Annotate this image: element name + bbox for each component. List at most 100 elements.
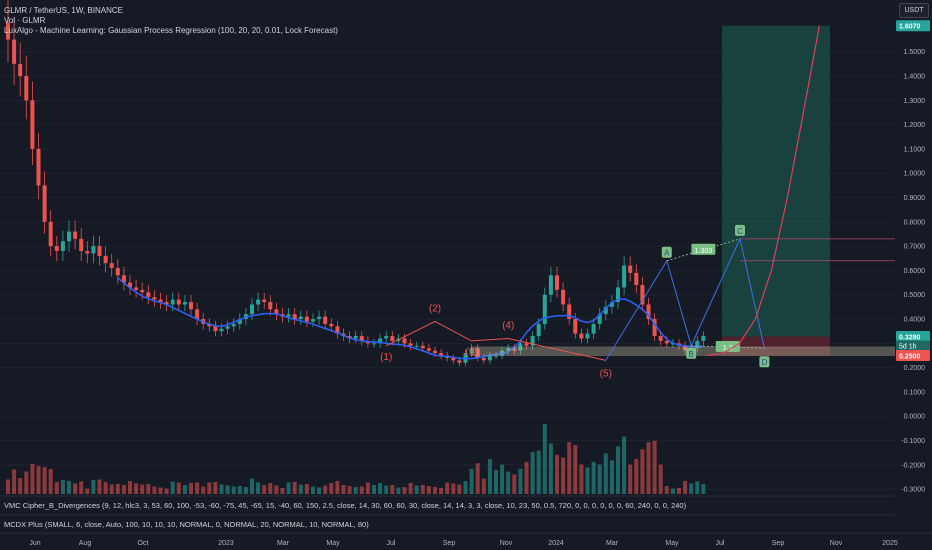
candle-body (664, 340, 669, 344)
volume-bar (408, 483, 413, 494)
time-axis[interactable]: Jun Aug Oct 2023 Mar May Jul Sep Nov 2024 Mar May Ju… (29, 540, 898, 547)
volume-bar (280, 488, 285, 494)
point-badge (661, 246, 672, 258)
current-price-tag-bg (896, 331, 930, 343)
volume-bar (512, 474, 517, 494)
volume-bar (176, 482, 181, 494)
candle-body (609, 302, 614, 307)
volume-bar (384, 485, 389, 494)
candle-body (323, 316, 328, 324)
candle-body (91, 246, 96, 254)
volume-bar (335, 481, 340, 494)
candle-body (518, 343, 523, 351)
candle-body (134, 287, 139, 290)
volume-bar (396, 487, 401, 494)
candle-body (640, 285, 645, 305)
vmc-indicator-label[interactable]: VMC Cipher_B_Divergences (9, 12, hlc3, 3… (4, 501, 687, 510)
wave-label: (1) (380, 352, 392, 363)
volume-bar (670, 488, 675, 494)
candle-body (475, 348, 480, 358)
candle-body (573, 319, 578, 334)
candle-body (347, 336, 352, 339)
time-tick-label: 2023 (218, 540, 234, 547)
candle-body (646, 304, 651, 320)
volume-bar (347, 486, 352, 494)
candle-body (329, 323, 334, 327)
target-price-tag-bg (896, 20, 930, 32)
time-tick-label: Nov (500, 540, 513, 547)
candle-body (426, 348, 431, 351)
volume-bar (262, 485, 267, 494)
candle-body (597, 314, 602, 324)
candle-body (658, 336, 663, 341)
candle-body (457, 360, 462, 363)
volume-bar (487, 459, 492, 494)
time-tick-label: Jun (29, 540, 40, 547)
candle-body (268, 302, 273, 310)
candle-body (402, 338, 407, 344)
volume-bar (243, 487, 248, 494)
candle-body (353, 336, 358, 339)
volume-legend[interactable]: Vol · GLMR (4, 16, 46, 25)
time-tick-label: Mar (606, 540, 619, 547)
countdown-bg (896, 340, 930, 351)
volume-bar (189, 483, 193, 494)
volume-bar (359, 486, 364, 494)
indicator-legend[interactable]: LuxAlgo - Machine Learning: Gaussian Pro… (4, 26, 338, 35)
candle-body (225, 326, 230, 329)
mcdx-indicator-label[interactable]: MCDX Plus (SMALL, 6, close, Auto, 100, 1… (4, 520, 369, 529)
candle-body (304, 316, 309, 322)
volume-bar (542, 424, 547, 494)
candle-body (500, 350, 505, 356)
volume-bar (420, 485, 425, 494)
candle-body (372, 343, 376, 345)
time-tick-label: May (665, 540, 679, 547)
volume-bar (573, 445, 578, 494)
currency-button[interactable]: USDT (899, 3, 929, 18)
candle-body (433, 350, 437, 354)
candle-body (73, 231, 78, 239)
volume-bar (500, 464, 505, 494)
volume-bar (237, 486, 242, 494)
candle-body (555, 275, 559, 290)
volume-bar (195, 482, 200, 494)
volume-bar (561, 457, 566, 494)
candle-body (30, 100, 35, 149)
volume-bar (274, 485, 279, 494)
volume-bar (286, 482, 291, 494)
candle-body (451, 357, 456, 361)
volume-bar (378, 483, 383, 494)
volume-bar (372, 485, 376, 494)
volume-bar (585, 467, 590, 494)
candle-body (213, 326, 218, 332)
volume-bar (555, 454, 559, 494)
volume-bar (634, 459, 639, 494)
candle-body (60, 241, 65, 251)
volume-bar (402, 487, 407, 494)
candle-body (36, 148, 41, 186)
volume-bars (6, 424, 706, 494)
harmonic-point-labels: A B C D (661, 224, 770, 368)
volume-bar (701, 484, 706, 494)
price-tick-label: -0.1000 (901, 438, 925, 445)
candle-body (250, 304, 254, 315)
volume-bar (164, 488, 169, 494)
candle-body (439, 353, 444, 356)
elliott-wave-line (385, 320, 606, 361)
volume-bar (182, 485, 187, 494)
symbol-title[interactable]: GLMR / TetherUS, 1W, BINANCE (4, 6, 123, 15)
price-axis[interactable]: 1.5000 1.4000 1.3000 1.2000 1.1000 1.0000 0.90… (895, 0, 932, 533)
volume-bar (231, 486, 236, 494)
candle-body (158, 299, 163, 303)
stop-price-tag: 0.2500 (899, 353, 921, 360)
volume-bar (658, 464, 663, 494)
volume-bar (341, 485, 346, 494)
volume-bar (207, 482, 212, 494)
candle-body (298, 316, 303, 320)
volume-bar (536, 450, 541, 494)
volume-bar (439, 488, 444, 494)
candle-body (469, 348, 474, 354)
wave-label: (3) (465, 347, 477, 358)
price-tick-label: 0.0000 (904, 414, 926, 421)
